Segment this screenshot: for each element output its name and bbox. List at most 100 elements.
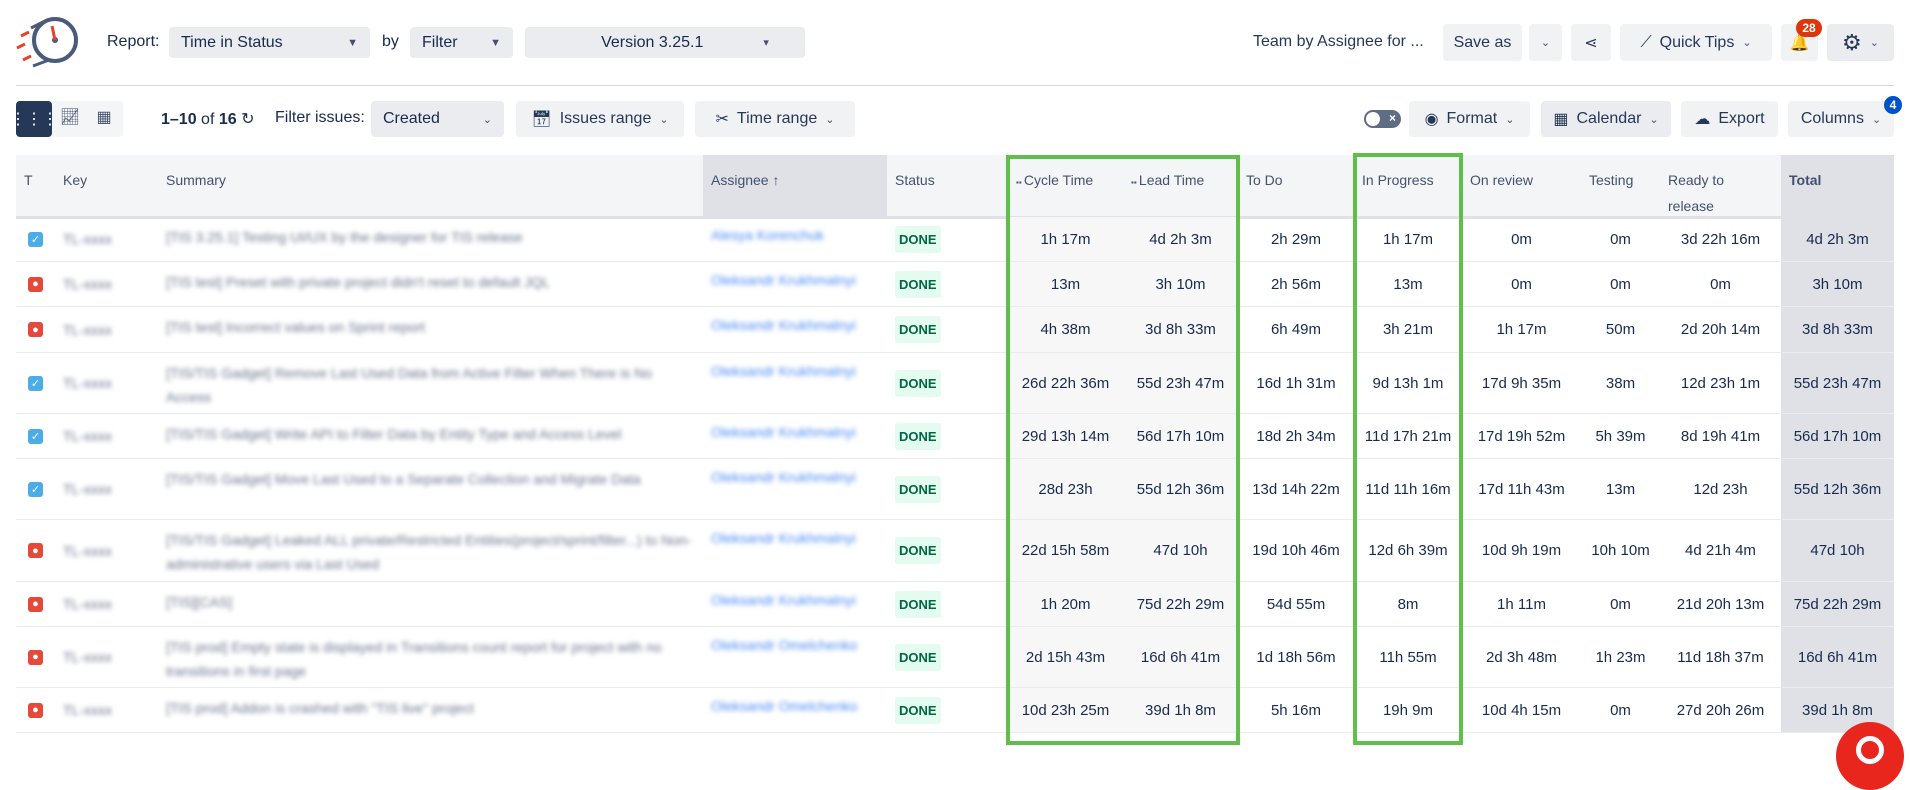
- column-header[interactable]: Summary: [158, 155, 703, 217]
- summary-text[interactable]: [TIS prod] Addon is crashed with "TIS li…: [166, 700, 474, 716]
- quick-tips-button[interactable]: ⟋ Quick Tips ⌄: [1620, 24, 1772, 61]
- drag-handle-icon[interactable]: ▪▪: [1016, 178, 1024, 187]
- time-value: 55d 23h 47m: [1123, 353, 1238, 414]
- assignee[interactable]: Oleksandr Krukhmalnyi: [703, 353, 887, 414]
- assignee[interactable]: Oleksandr Krukhmalnyi: [703, 520, 887, 582]
- issue-summary[interactable]: [TIS/TIS Gadget] Move Last Used to a Sep…: [158, 459, 703, 520]
- column-header[interactable]: Assignee ↑: [703, 155, 887, 217]
- issues-range-button[interactable]: 📅︎ Issues range ⌄: [516, 101, 684, 137]
- column-header[interactable]: In Progress: [1354, 155, 1462, 217]
- issue-key[interactable]: TL-xxxx: [55, 627, 158, 688]
- issue-key[interactable]: TL-xxxx: [55, 307, 158, 353]
- assignee[interactable]: Oleksandr Omelchenko: [703, 627, 887, 688]
- assignee-link[interactable]: Oleksandr Omelchenko: [711, 637, 858, 653]
- assignee-link[interactable]: Oleksandr Krukhmalnyi: [711, 424, 856, 440]
- assignee-link[interactable]: Alesya Korenchuk: [711, 227, 824, 243]
- calendar-button[interactable]: ▦ Calendar ⌄: [1541, 101, 1671, 137]
- summary-text[interactable]: [TIS/TIS Gadget] Leaked ALL private/Rest…: [166, 532, 692, 572]
- column-header[interactable]: ▪▪ Cycle Time: [1008, 155, 1123, 217]
- assignee[interactable]: Oleksandr Krukhmalnyi: [703, 414, 887, 459]
- summary-text[interactable]: [TIS/TIS Gadget] Write API to Filter Dat…: [166, 426, 622, 442]
- chart-view-icon[interactable]: 📈︎: [59, 109, 81, 126]
- column-header[interactable]: On review: [1462, 155, 1581, 217]
- summary-text[interactable]: [TIS 3.25.1] Testing UI/UX by the design…: [166, 229, 523, 245]
- issue-key[interactable]: TL-xxxx: [55, 414, 158, 459]
- issue-summary[interactable]: [TIS 3.25.1] Testing UI/UX by the design…: [158, 217, 703, 262]
- toggle-switch[interactable]: ×: [1364, 110, 1401, 128]
- issue-key[interactable]: TL-xxxx: [55, 217, 158, 262]
- summary-text[interactable]: [TIS test] Incorrect values on Sprint re…: [166, 319, 426, 335]
- assignee-link[interactable]: Oleksandr Krukhmalnyi: [711, 317, 856, 333]
- issue-summary[interactable]: [TIS/TIS Gadget] Remove Last Used Data f…: [158, 353, 703, 414]
- time-value: 2d 15h 43m: [1008, 627, 1123, 688]
- time-range-button[interactable]: ✂︎ Time range ⌄: [695, 101, 855, 137]
- issue-key[interactable]: TL-xxxx: [55, 520, 158, 582]
- by-dropdown[interactable]: Filter ▼: [410, 27, 513, 58]
- summary-text[interactable]: [TIS/TIS Gadget] Move Last Used to a Sep…: [166, 471, 641, 487]
- issue-summary[interactable]: [TIS test] Preset with private project d…: [158, 262, 703, 307]
- assignee[interactable]: Oleksandr Krukhmalnyi: [703, 262, 887, 307]
- issue-key-text[interactable]: TL-xxxx: [63, 649, 112, 665]
- column-header[interactable]: Key: [55, 155, 158, 217]
- issue-summary[interactable]: [TIS prod] Empty state is displayed in T…: [158, 627, 703, 688]
- issue-key-text[interactable]: TL-xxxx: [63, 542, 112, 559]
- share-button[interactable]: ⋖: [1571, 24, 1611, 61]
- issue-summary[interactable]: [TIS/TIS Gadget] Leaked ALL private/Rest…: [158, 520, 703, 582]
- columns-button[interactable]: Columns ⌄: [1788, 101, 1894, 137]
- version-dropdown[interactable]: Version 3.25.1 ▾: [525, 27, 805, 58]
- issue-key-text[interactable]: TL-xxxx: [63, 481, 112, 497]
- issue-key-text[interactable]: TL-xxxx: [63, 428, 112, 444]
- export-button[interactable]: ☁ Export: [1681, 101, 1778, 137]
- column-header[interactable]: Total: [1781, 155, 1894, 217]
- issue-key-text[interactable]: TL-xxxx: [63, 231, 112, 247]
- issue-key[interactable]: TL-xxxx: [55, 688, 158, 733]
- summary-text[interactable]: [TIS prod] Empty state is displayed in T…: [166, 639, 662, 679]
- report-type-dropdown[interactable]: Time in Status ▼: [169, 27, 370, 58]
- help-widget-button[interactable]: [1836, 722, 1904, 790]
- summary-text[interactable]: [TIS/TIS Gadget] Remove Last Used Data f…: [166, 365, 653, 405]
- settings-button[interactable]: ⚙ ⌄: [1827, 24, 1894, 61]
- issue-summary[interactable]: [TIS test] Incorrect values on Sprint re…: [158, 307, 703, 353]
- refresh-icon[interactable]: ↻: [241, 111, 255, 128]
- assignee-link[interactable]: Oleksandr Krukhmalnyi: [711, 272, 856, 288]
- issue-key-text[interactable]: TL-xxxx: [63, 702, 112, 718]
- summary-text[interactable]: [TIS test] Preset with private project d…: [166, 274, 550, 290]
- issue-key-text[interactable]: TL-xxxx: [63, 321, 112, 338]
- issue-key[interactable]: TL-xxxx: [55, 262, 158, 307]
- assignee-link[interactable]: Oleksandr Krukhmalnyi: [711, 469, 856, 485]
- save-as-button[interactable]: Save as: [1443, 24, 1522, 61]
- filter-issues-dropdown[interactable]: Created ⌄: [371, 101, 504, 137]
- assignee-link[interactable]: Oleksandr Krukhmalnyi: [711, 363, 856, 379]
- assignee[interactable]: Oleksandr Krukhmalnyi: [703, 459, 887, 520]
- assignee[interactable]: Alesya Korenchuk: [703, 217, 887, 262]
- issue-key-text[interactable]: TL-xxxx: [63, 375, 112, 391]
- issue-summary[interactable]: [TIS prod] Addon is crashed with "TIS li…: [158, 688, 703, 733]
- drag-handle-icon[interactable]: ▪▪: [1131, 178, 1139, 187]
- save-options-button[interactable]: ⌄: [1529, 24, 1562, 61]
- assignee-link[interactable]: Oleksandr Krukhmalnyi: [711, 592, 856, 608]
- issue-key[interactable]: TL-xxxx: [55, 459, 158, 520]
- assignee[interactable]: Oleksandr Krukhmalnyi: [703, 582, 887, 627]
- grid-view-icon[interactable]: ⋮⋮⋮: [10, 101, 58, 137]
- sort-ascending-icon[interactable]: ↑: [768, 172, 780, 188]
- issue-key[interactable]: TL-xxxx: [55, 582, 158, 627]
- issue-key-text[interactable]: TL-xxxx: [63, 276, 112, 292]
- column-header[interactable]: ▪▪ Lead Time: [1123, 155, 1238, 217]
- issue-summary[interactable]: [TIS][CAS]: [158, 582, 703, 627]
- column-header[interactable]: T: [16, 155, 55, 217]
- assignee[interactable]: Oleksandr Omelchenko: [703, 688, 887, 733]
- assignee[interactable]: Oleksandr Krukhmalnyi: [703, 307, 887, 353]
- column-header[interactable]: Status: [887, 155, 1008, 217]
- issue-key-text[interactable]: TL-xxxx: [63, 596, 112, 612]
- saved-report-name[interactable]: Team by Assignee for ...: [1253, 33, 1424, 50]
- pivot-view-icon[interactable]: ▦: [96, 109, 112, 126]
- column-header[interactable]: To Do: [1238, 155, 1354, 217]
- assignee-link[interactable]: Oleksandr Omelchenko: [711, 698, 858, 714]
- issue-key[interactable]: TL-xxxx: [55, 353, 158, 414]
- column-header[interactable]: Ready to release: [1660, 155, 1781, 217]
- summary-text[interactable]: [TIS][CAS]: [166, 594, 233, 610]
- assignee-link[interactable]: Oleksandr Krukhmalnyi: [711, 530, 856, 546]
- column-header[interactable]: Testing: [1581, 155, 1660, 217]
- issue-summary[interactable]: [TIS/TIS Gadget] Write API to Filter Dat…: [158, 414, 703, 459]
- format-button[interactable]: ◉ Format ⌄: [1409, 101, 1530, 137]
